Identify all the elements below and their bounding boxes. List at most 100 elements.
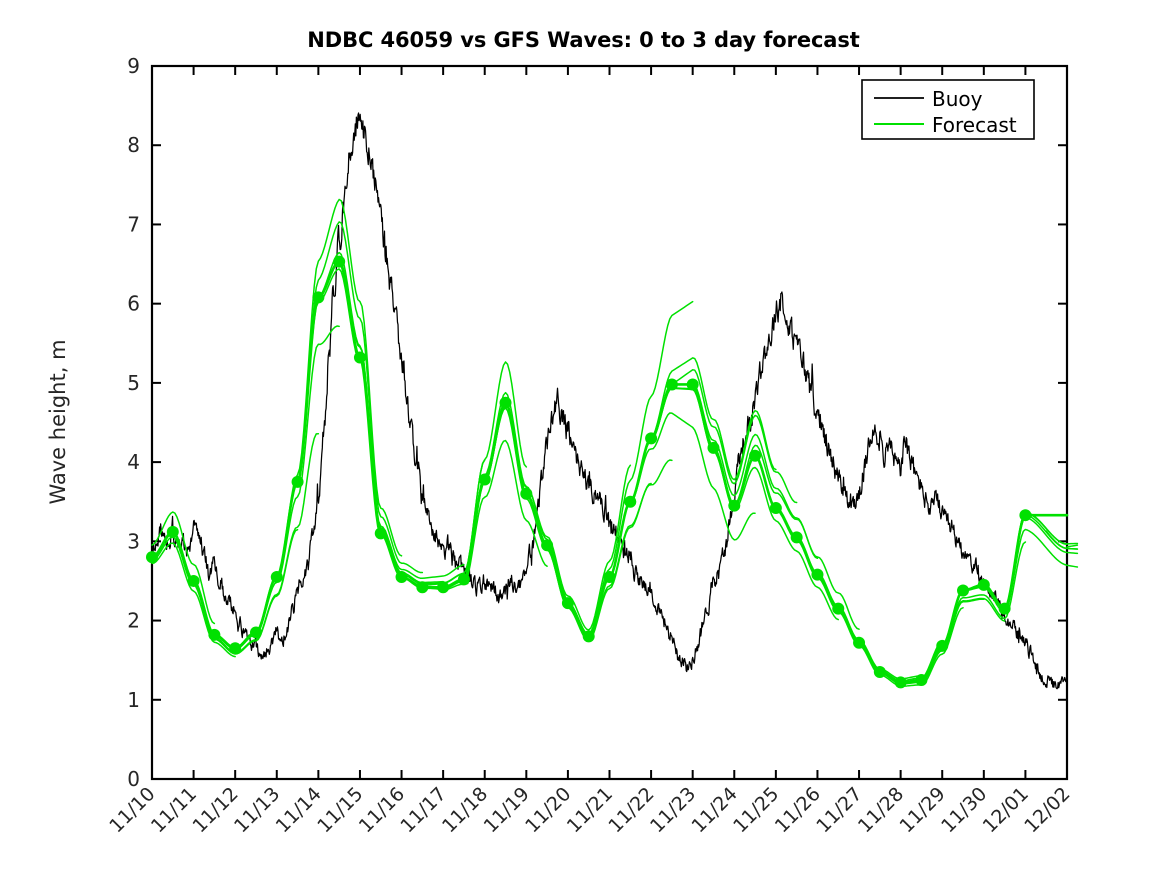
forecast-marker-dot (395, 570, 408, 583)
y-tick-label: 9 (127, 54, 140, 78)
buoy-data-line (151, 112, 1068, 690)
forecast-marker-dot (894, 676, 907, 689)
forecast-run-line (983, 512, 1079, 609)
forecast-run-line (587, 387, 715, 638)
forecast-run-line (151, 542, 236, 658)
x-tick-label: 11/22 (604, 783, 658, 837)
forecast-marker-dot (437, 581, 450, 594)
forecast-marker-dot (582, 630, 595, 643)
forecast-run-line (733, 444, 860, 630)
forecast-run-line (338, 260, 465, 580)
x-tick-label: 11/19 (480, 783, 534, 837)
forecast-marker-dot (166, 525, 179, 538)
forecast-run-line (671, 368, 798, 504)
x-tick-label: 11/30 (937, 783, 991, 837)
forecast-marker-dot (541, 539, 554, 552)
forecast-marker-dot (270, 570, 283, 583)
forecast-marker-dot (229, 642, 242, 655)
forecast-run-line (650, 357, 777, 481)
forecast-marker-dot (977, 578, 990, 591)
y-tick-label: 8 (127, 133, 140, 157)
x-tick-label: 11/12 (188, 783, 242, 837)
forecast-run-line (421, 439, 548, 591)
x-tick-label: 11/24 (688, 783, 742, 837)
x-tick-label: 11/15 (313, 783, 367, 837)
forecast-marker-dot (333, 255, 346, 268)
forecast-run-line (795, 536, 923, 680)
x-tick-label: 11/23 (646, 783, 700, 837)
x-tick-label: 11/14 (272, 783, 326, 837)
forecast-run-line (359, 356, 486, 585)
forecast-run-line (276, 198, 403, 578)
forecast-run-line (296, 221, 424, 574)
forecast-marker-dot (728, 499, 741, 512)
forecast-marker-dot (665, 378, 678, 391)
forecast-marker-dot (811, 568, 824, 581)
forecast-run-line (442, 391, 569, 601)
forecast-marker-dot (499, 396, 512, 409)
forecast-marker-dot (374, 527, 387, 540)
forecast-run-line (691, 383, 819, 560)
forecast-marker-dot (707, 441, 720, 454)
forecast-marker-dot (457, 573, 470, 586)
forecast-run-line (546, 459, 673, 641)
forecast-run-line (712, 447, 839, 621)
forecast-marker-dot (832, 602, 845, 615)
legend-label-forecast: Forecast (932, 113, 1017, 137)
forecast-marker-dot (998, 602, 1011, 615)
forecast-marker-dot (624, 495, 637, 508)
y-tick-label: 3 (127, 529, 140, 553)
forecast-run-line (151, 511, 216, 625)
forecast-run-line (1045, 530, 1079, 550)
x-tick-label: 11/17 (396, 783, 450, 837)
forecast-run-line (504, 401, 632, 631)
forecast-marker-dot (769, 502, 782, 515)
forecast-run-line (1066, 544, 1079, 548)
x-tick-label: 11/13 (230, 783, 284, 837)
forecast-marker-dot (936, 639, 949, 652)
forecast-marker-dot (915, 673, 928, 686)
x-tick-label: 11/25 (729, 783, 783, 837)
forecast-marker-dot (146, 551, 158, 564)
x-tick-label: 11/21 (563, 783, 617, 837)
forecast-marker-dot (291, 475, 304, 488)
x-tick-label: 11/18 (438, 783, 492, 837)
y-tick-label: 0 (127, 767, 140, 791)
x-tick-label: 11/16 (355, 783, 409, 837)
x-tick-label: 11/29 (895, 783, 949, 837)
forecast-marker-dot (561, 597, 574, 610)
chart-title: NDBC 46059 vs GFS Waves: 0 to 3 day fore… (307, 28, 860, 52)
forecast-marker-dot (249, 626, 262, 639)
legend-label-buoy: Buoy (932, 87, 983, 111)
forecast-marker-dot (790, 531, 803, 544)
x-tick-label: 12/01 (979, 783, 1033, 837)
forecast-marker-dot (478, 473, 491, 486)
forecast-marker-dot (208, 628, 221, 641)
forecast-marker-dot (873, 666, 886, 679)
forecast-marker-dot (749, 449, 762, 462)
x-tick-label: 11/20 (521, 783, 575, 837)
y-tick-label: 4 (127, 450, 140, 474)
y-tick-label: 5 (127, 371, 140, 395)
x-tick-label: 11/28 (854, 783, 908, 837)
forecast-marker-dot (853, 636, 866, 649)
forecast-marker-dot (645, 432, 658, 445)
y-tick-label: 6 (127, 292, 140, 316)
series-buoy-line (151, 112, 1068, 690)
x-axis-ticks: 11/1011/1111/1211/1311/1411/1511/1611/17… (105, 66, 1075, 837)
y-axis-ticks: 0 1 2 3 4 5 6 7 8 9 (127, 54, 1067, 791)
series-forecast-markers (146, 255, 1032, 689)
forecast-marker-dot (603, 570, 616, 583)
forecast-marker-dot (416, 581, 429, 594)
forecast-marker-dot (187, 574, 200, 587)
forecast-marker-dot (957, 584, 970, 597)
forecast-run-line (567, 300, 694, 635)
forecast-marker-dot (1019, 509, 1032, 522)
x-tick-label: 11/10 (105, 783, 159, 837)
x-tick-label: 11/11 (147, 783, 201, 837)
forecast-run-line (629, 412, 756, 541)
forecast-run-line (816, 573, 943, 682)
